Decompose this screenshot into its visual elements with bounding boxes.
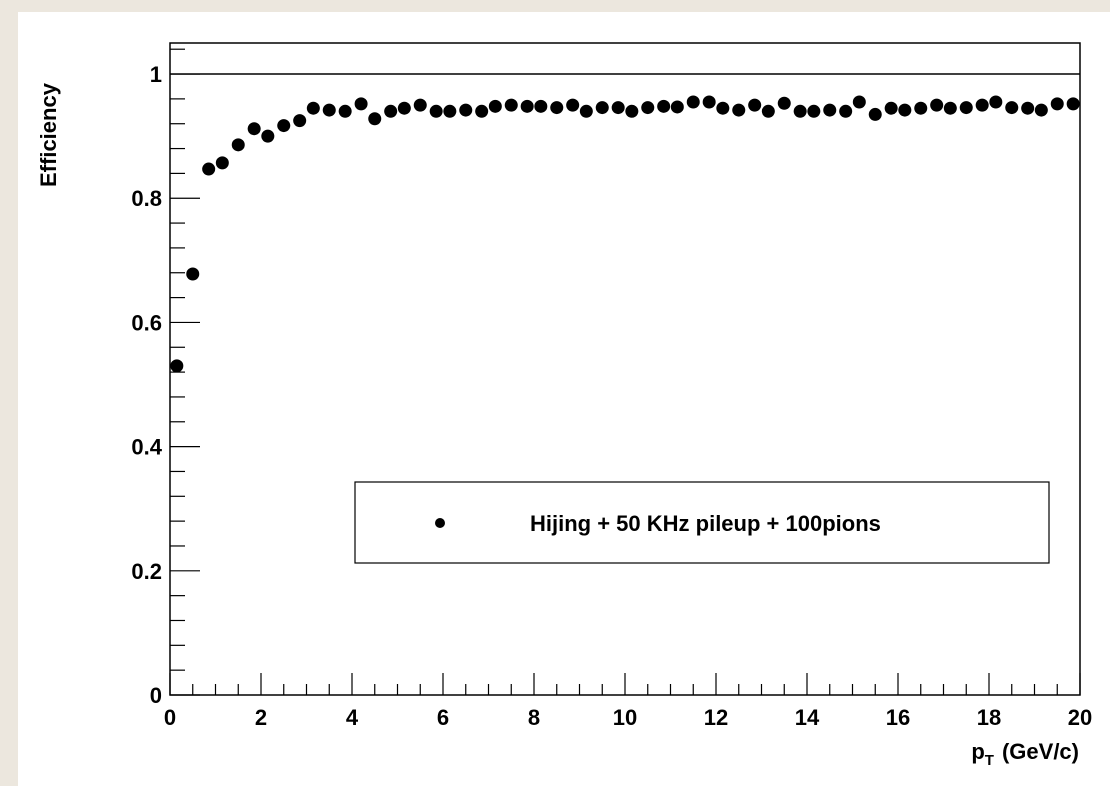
- data-point: [1034, 103, 1048, 117]
- x-axis-title-main: p: [971, 739, 984, 764]
- plot-frame: [169, 42, 1081, 696]
- data-point: [989, 95, 1003, 109]
- data-point: [413, 98, 427, 112]
- data-point: [384, 104, 398, 118]
- data-point: [670, 100, 684, 114]
- data-point: [777, 96, 791, 110]
- data-point: [716, 101, 730, 115]
- legend: Hijing + 50 KHz pileup + 100pions: [354, 481, 1050, 564]
- legend-box: [354, 481, 1050, 564]
- data-point: [793, 104, 807, 118]
- x-axis-title: pT (GeV/c): [971, 739, 1079, 769]
- x-tick-label: 10: [613, 705, 637, 730]
- x-axis-title-sub: T: [985, 752, 994, 769]
- data-point: [807, 104, 821, 118]
- data-point: [338, 104, 352, 118]
- y-axis-title: Efficiency: [36, 82, 61, 187]
- x-tick-label: 0: [164, 705, 176, 730]
- data-point: [611, 101, 625, 115]
- x-tick-label: 20: [1068, 705, 1092, 730]
- data-point: [520, 99, 534, 113]
- data-point: [170, 359, 184, 373]
- chart-panel: 0 0.2 0.4 0.6 0.8 1 0 2 4 6 8 10 12 14 16 18 20 Efficie…: [18, 12, 1110, 786]
- y-tick-label: 0.2: [131, 559, 162, 584]
- x-tick-label: 8: [528, 705, 540, 730]
- x-tick-label: 4: [346, 705, 359, 730]
- data-point: [641, 101, 655, 115]
- y-tick-label: 0.8: [131, 186, 162, 211]
- data-point: [852, 95, 866, 109]
- data-point: [686, 95, 700, 109]
- data-point: [429, 104, 443, 118]
- data-point: [488, 99, 502, 113]
- data-point: [186, 267, 200, 281]
- data-point: [550, 101, 564, 115]
- data-point: [1005, 101, 1019, 115]
- legend-label: Hijing + 50 KHz pileup + 100pions: [530, 511, 881, 536]
- y-tick-label: 0.4: [131, 435, 162, 460]
- efficiency-chart: 0 0.2 0.4 0.6 0.8 1 0 2 4 6 8 10 12 14 16 18 20 Efficie…: [36, 42, 1092, 769]
- x-tick-label: 6: [437, 705, 449, 730]
- data-point: [247, 122, 261, 136]
- x-axis-title-unit: (GeV/c): [1002, 739, 1079, 764]
- data-point: [959, 101, 973, 115]
- data-point: [625, 104, 639, 118]
- x-tick-label: 2: [255, 705, 267, 730]
- x-tick-label: 12: [704, 705, 728, 730]
- data-point: [975, 98, 989, 112]
- data-point: [761, 104, 775, 118]
- data-point: [1021, 101, 1035, 115]
- data-point: [293, 114, 307, 128]
- x-tick-label: 18: [977, 705, 1001, 730]
- data-point: [202, 162, 216, 176]
- data-points: [170, 95, 1080, 373]
- data-point: [839, 104, 853, 118]
- data-point: [868, 107, 882, 121]
- data-point: [504, 98, 518, 112]
- data-point: [898, 103, 912, 117]
- data-point: [443, 104, 457, 118]
- data-point: [1066, 97, 1080, 111]
- y-tick-label: 0.6: [131, 310, 162, 335]
- data-point: [914, 101, 928, 115]
- data-point: [322, 103, 336, 117]
- y-axis-ticks: 0 0.2 0.4 0.6 0.8 1: [131, 48, 200, 708]
- y-tick-label: 0: [150, 683, 162, 708]
- data-point: [534, 99, 548, 113]
- data-point: [943, 101, 957, 115]
- legend-marker: [435, 518, 445, 528]
- data-point: [732, 103, 746, 117]
- data-point: [277, 119, 291, 133]
- data-point: [475, 104, 489, 118]
- data-point: [368, 112, 382, 126]
- data-point: [397, 101, 411, 115]
- data-point: [930, 98, 944, 112]
- data-point: [579, 104, 593, 118]
- data-point: [306, 101, 320, 115]
- data-point: [261, 129, 275, 143]
- data-point: [354, 97, 368, 111]
- x-tick-label: 14: [795, 705, 820, 730]
- x-tick-label: 16: [886, 705, 910, 730]
- data-point: [459, 103, 473, 117]
- data-point: [748, 98, 762, 112]
- data-point: [1050, 97, 1064, 111]
- data-point: [215, 156, 229, 170]
- data-point: [823, 103, 837, 117]
- x-axis-ticks: 0 2 4 6 8 10 12 14 16 18 20: [164, 673, 1092, 730]
- data-point: [657, 99, 671, 113]
- data-point: [231, 138, 245, 152]
- data-point: [884, 101, 898, 115]
- data-point: [566, 98, 580, 112]
- y-tick-label: 1: [150, 62, 162, 87]
- data-point: [702, 95, 716, 109]
- data-point: [595, 101, 609, 115]
